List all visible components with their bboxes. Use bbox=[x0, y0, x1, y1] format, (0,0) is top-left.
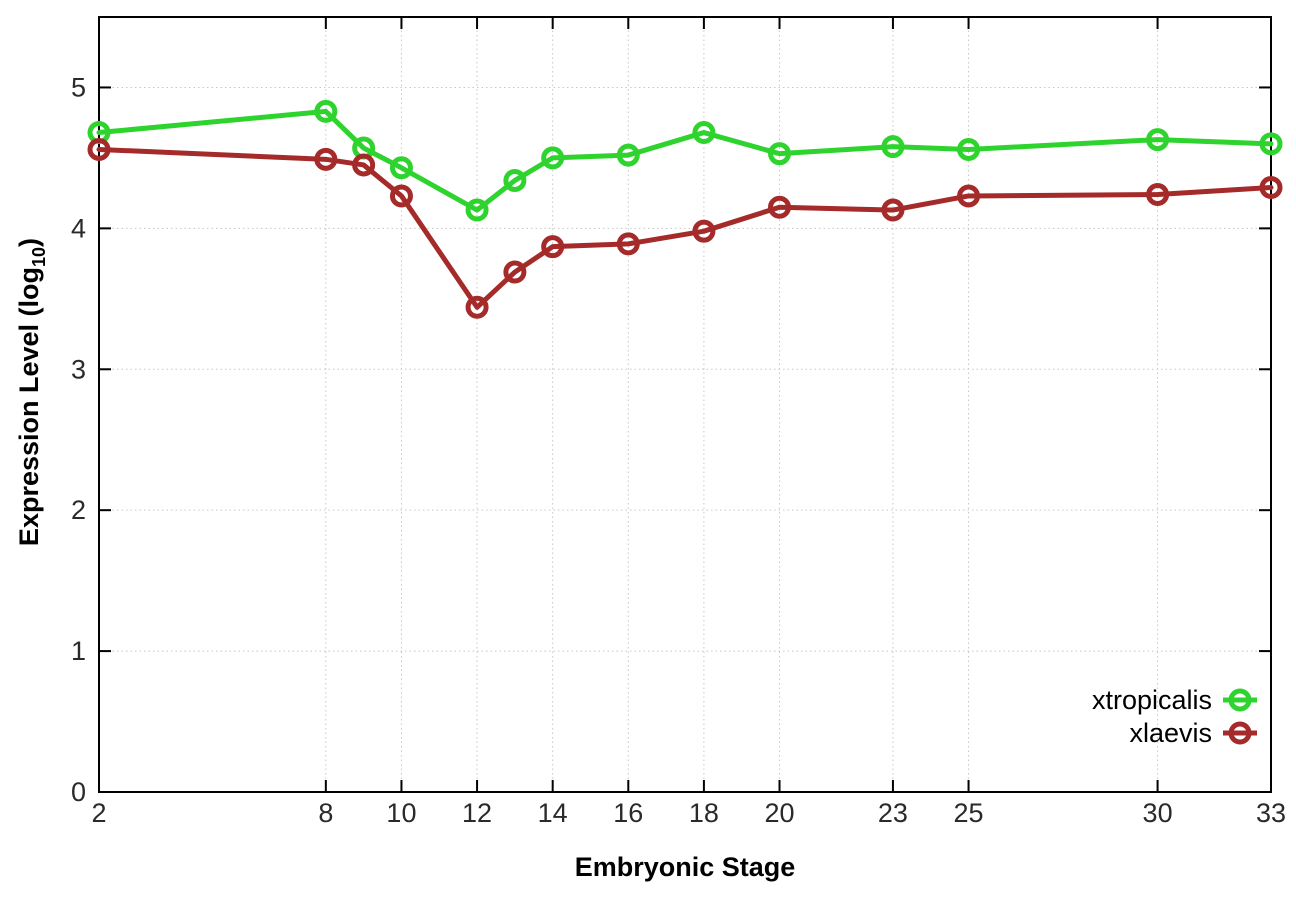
data-point-xtropicalis bbox=[541, 146, 565, 170]
x-tick-label: 16 bbox=[613, 798, 643, 828]
y-tick-label: 2 bbox=[71, 495, 86, 525]
data-point-xtropicalis bbox=[503, 168, 527, 192]
data-point-xlaevis bbox=[465, 295, 489, 319]
data-point-xlaevis bbox=[352, 153, 376, 177]
x-tick-label: 14 bbox=[538, 798, 568, 828]
data-point-xtropicalis bbox=[957, 137, 981, 161]
data-point-xlaevis bbox=[1146, 183, 1170, 207]
x-tick-label: 18 bbox=[689, 798, 719, 828]
data-point-xlaevis bbox=[957, 184, 981, 208]
data-point-xtropicalis bbox=[314, 99, 338, 123]
data-point-xtropicalis bbox=[389, 156, 413, 180]
data-point-xtropicalis bbox=[465, 198, 489, 222]
x-axis-title: Embryonic Stage bbox=[575, 852, 796, 882]
y-axis-title: Expression Level (log10) bbox=[14, 238, 49, 546]
series-layer bbox=[87, 99, 1283, 319]
data-point-xtropicalis bbox=[616, 143, 640, 167]
y-tick-label: 5 bbox=[71, 72, 86, 102]
y-tick-label: 0 bbox=[71, 777, 86, 807]
x-tick-label: 8 bbox=[318, 798, 333, 828]
plot-border bbox=[98, 16, 1272, 793]
data-point-xlaevis bbox=[768, 195, 792, 219]
data-point-xlaevis bbox=[389, 184, 413, 208]
data-point-xlaevis bbox=[616, 232, 640, 256]
x-tick-label: 12 bbox=[462, 798, 492, 828]
legend-sample-marker bbox=[1228, 721, 1252, 745]
x-tick-label: 33 bbox=[1256, 798, 1286, 828]
y-tick-label: 1 bbox=[71, 636, 86, 666]
data-point-xlaevis bbox=[881, 198, 905, 222]
data-point-xtropicalis bbox=[768, 142, 792, 166]
data-point-xlaevis bbox=[692, 219, 716, 243]
data-point-xtropicalis bbox=[692, 121, 716, 145]
data-point-xlaevis bbox=[503, 260, 527, 284]
x-tick-label: 10 bbox=[386, 798, 416, 828]
x-tick-label: 2 bbox=[91, 798, 106, 828]
data-point-xlaevis bbox=[541, 235, 565, 259]
x-tick-label: 20 bbox=[764, 798, 794, 828]
grid-layer bbox=[99, 17, 1271, 792]
data-point-xlaevis bbox=[87, 137, 111, 161]
data-point-xtropicalis bbox=[1146, 128, 1170, 152]
x-tick-label: 30 bbox=[1143, 798, 1173, 828]
legend-label-xtropicalis: xtropicalis bbox=[1092, 685, 1212, 715]
axis-labels: Embryonic Stage Expression Level (log10) bbox=[14, 238, 795, 882]
legend-sample-marker bbox=[1228, 688, 1252, 712]
x-tick-label: 23 bbox=[878, 798, 908, 828]
y-tick-label: 4 bbox=[71, 213, 86, 243]
plot-border-box bbox=[98, 16, 1272, 793]
data-point-xlaevis bbox=[314, 147, 338, 171]
x-tick-label: 25 bbox=[954, 798, 984, 828]
legend-label-xlaevis: xlaevis bbox=[1129, 718, 1212, 748]
y-tick-label: 3 bbox=[71, 354, 86, 384]
data-point-xtropicalis bbox=[881, 135, 905, 159]
data-point-xlaevis bbox=[1259, 176, 1283, 199]
data-point-xtropicalis bbox=[1259, 132, 1283, 156]
